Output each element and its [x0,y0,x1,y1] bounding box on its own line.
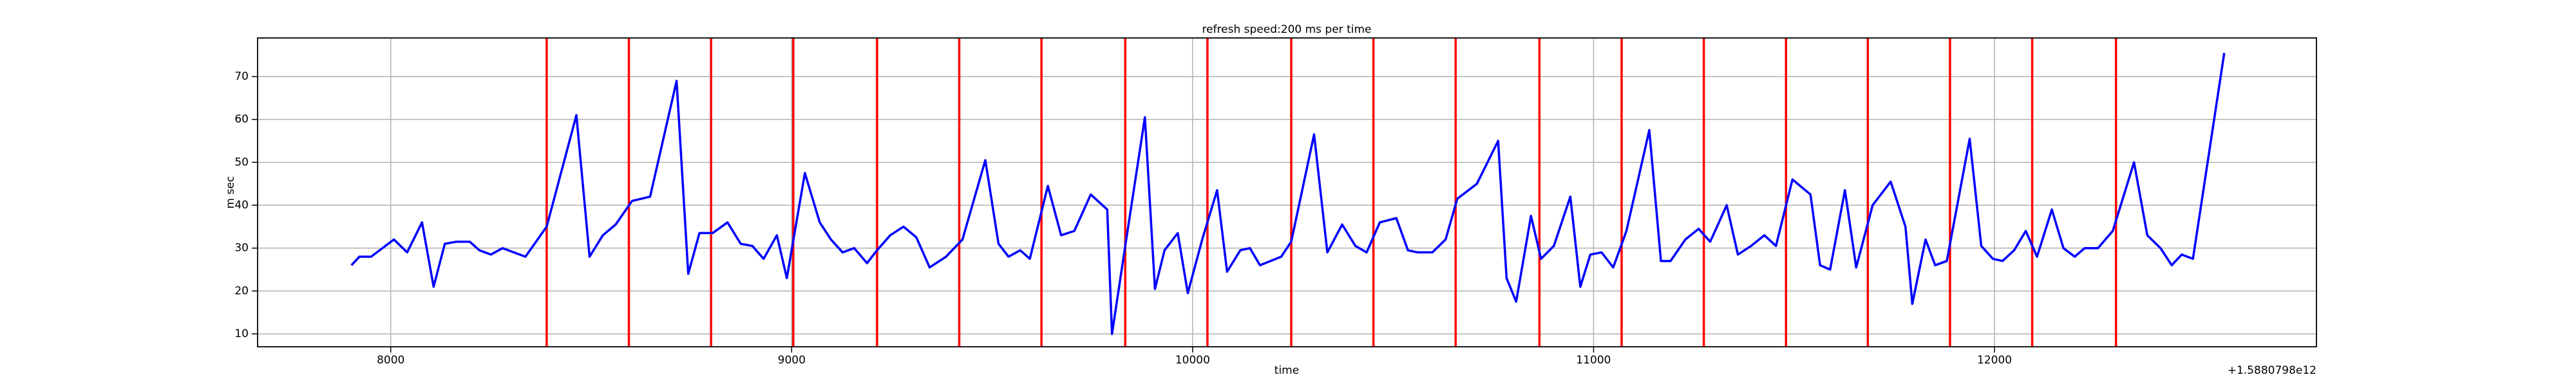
y-tick-label: 50 [234,156,249,169]
y-axis-label: m sec [224,176,237,209]
plot-frame [257,37,2317,347]
data-line [350,53,2226,335]
x-tick-label: 12000 [1977,354,2012,367]
x-tick-label: 10000 [1175,354,1210,367]
x-tick-label: 11000 [1576,354,1611,367]
x-axis-label: time [1274,364,1299,377]
y-tick-label: 10 [234,327,249,340]
x-tick-label: 8000 [377,354,404,367]
chart-title: refresh speed:200 ms per time [1202,23,1372,36]
x-offset-label: +1.5880798e12 [2228,364,2316,377]
y-tick-label: 40 [234,199,249,212]
x-tick-label: 9000 [778,354,806,367]
y-tick-label: 60 [234,113,249,126]
y-tick-label: 20 [234,284,249,297]
y-tick-label: 70 [234,70,249,83]
y-tick-label: 30 [234,242,249,255]
